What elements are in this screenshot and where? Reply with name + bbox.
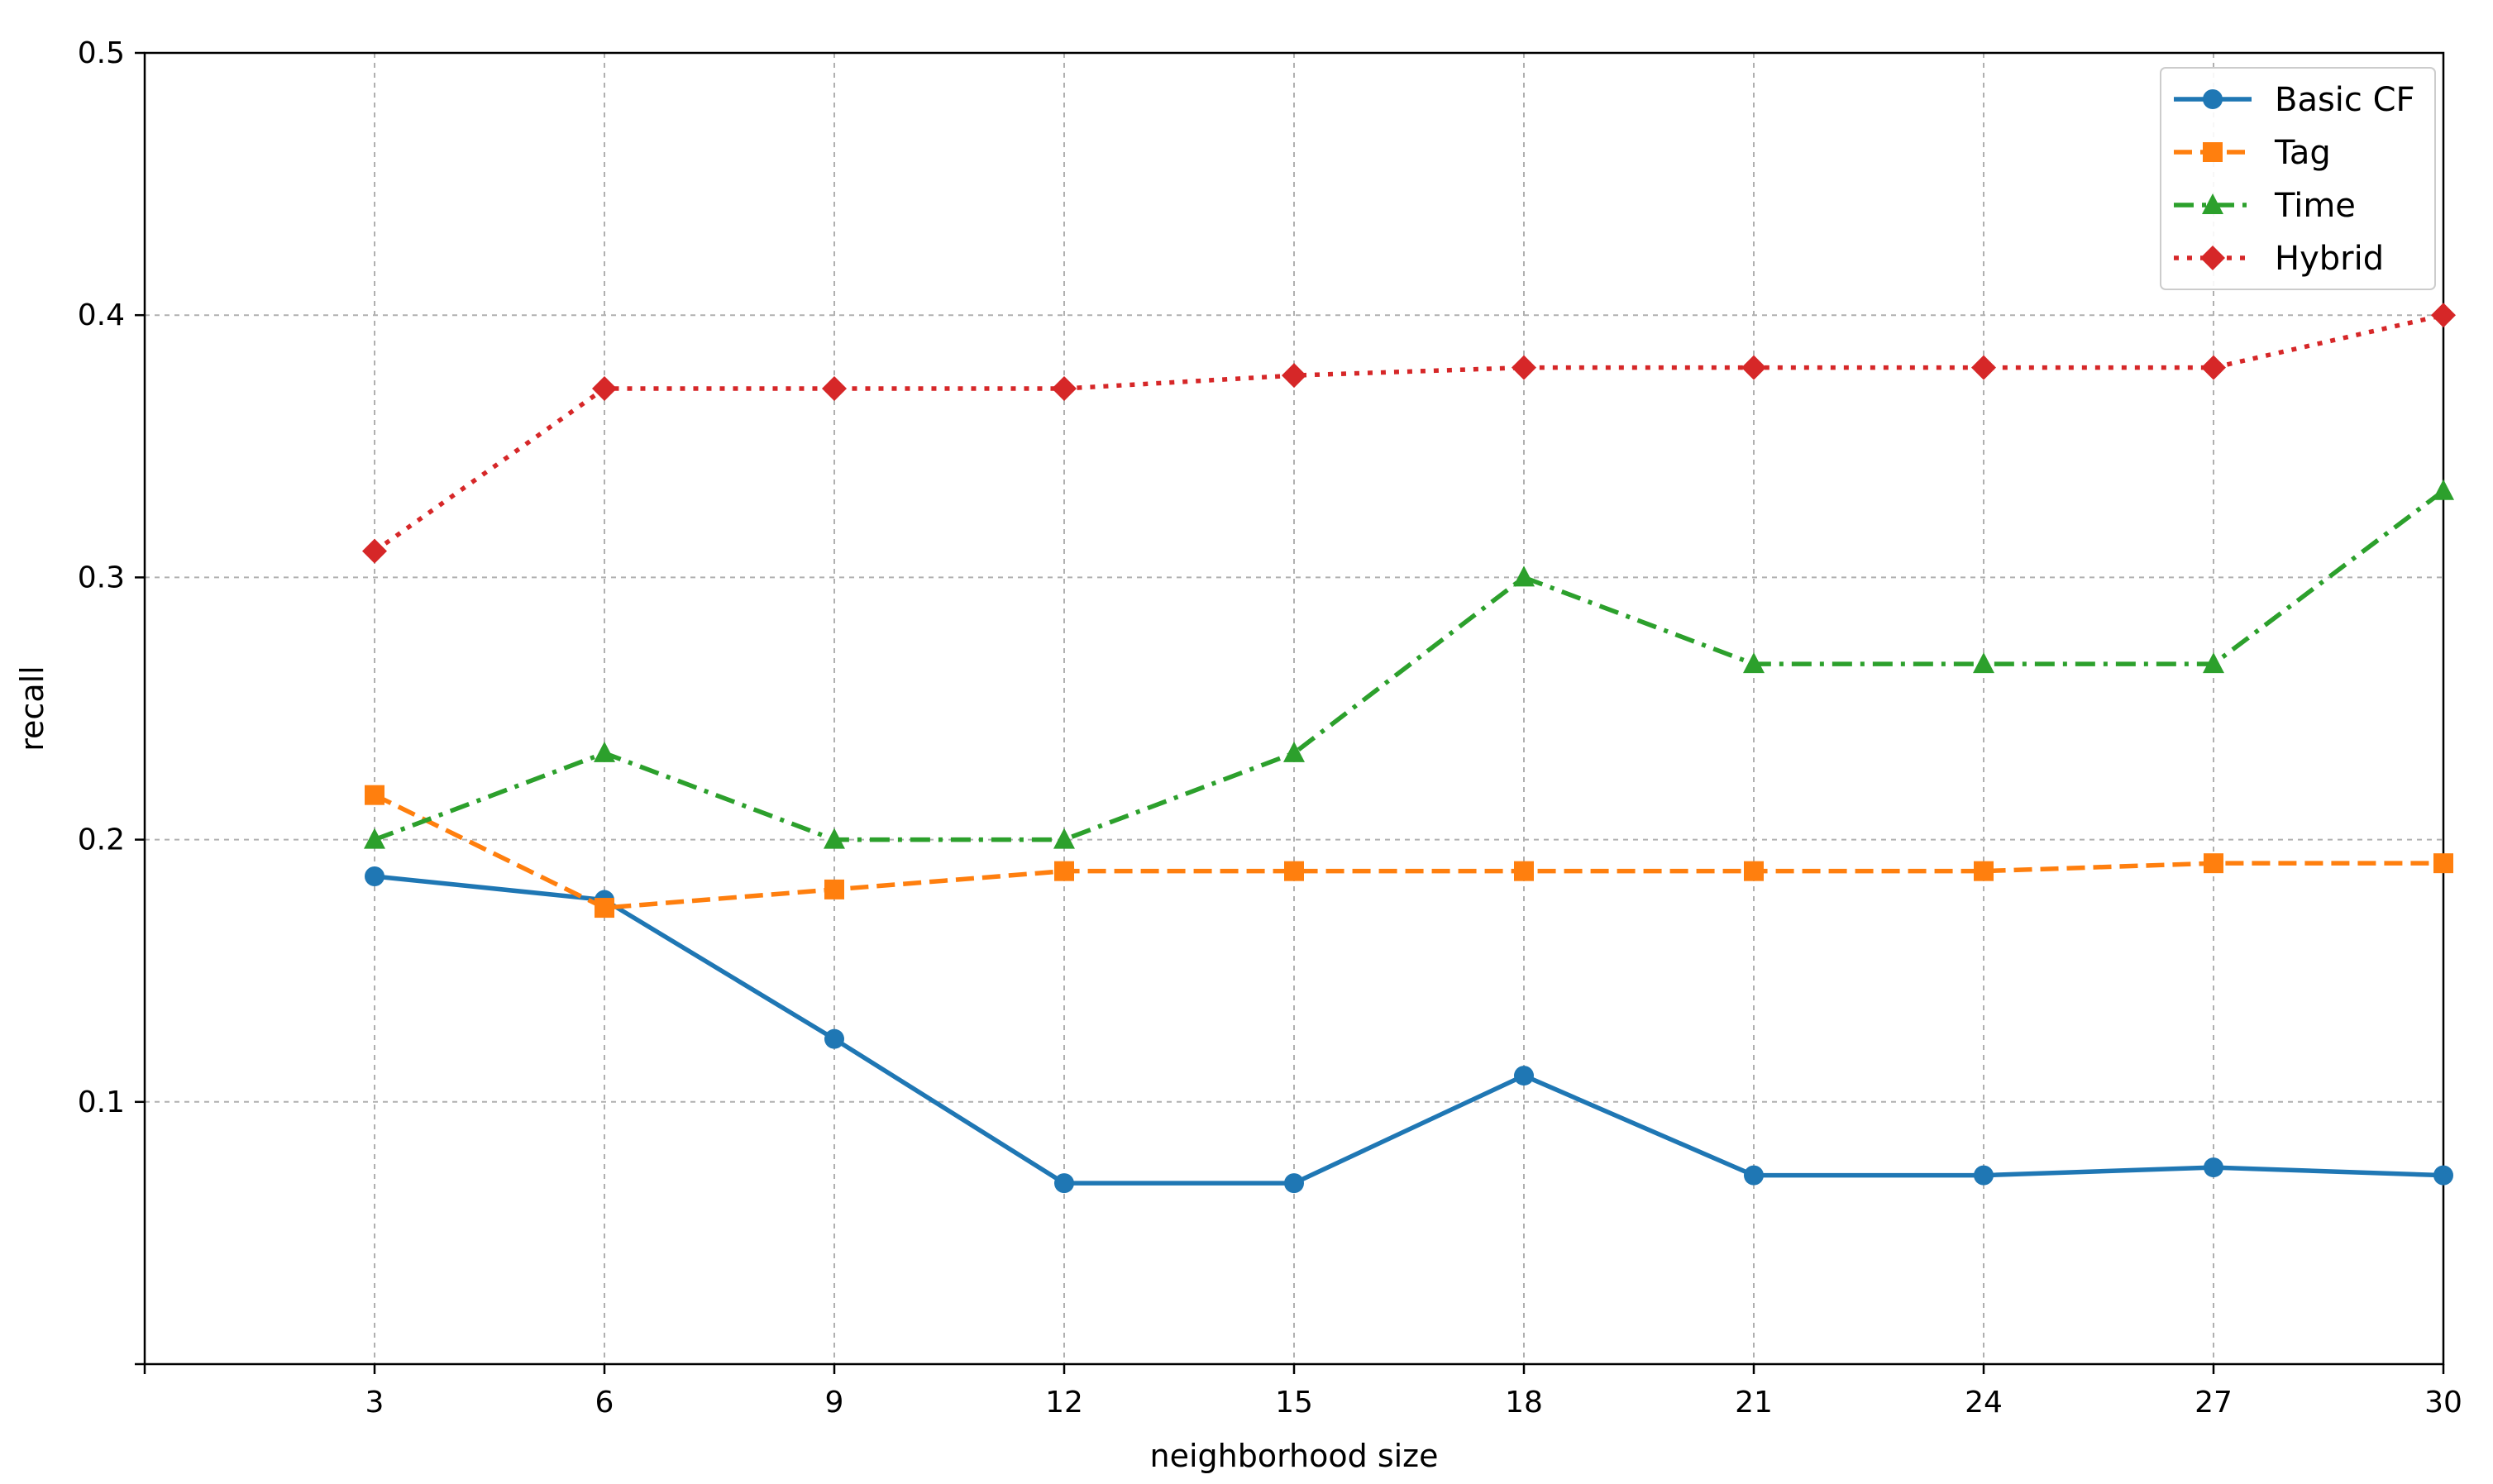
data-point-basic-cf [1054, 1173, 1074, 1194]
legend-marker-time [2202, 193, 2223, 214]
legend: Basic CF Tag Time Hybrid [2160, 67, 2436, 290]
series-tag [365, 785, 2453, 919]
data-point-hybrid [1971, 355, 1996, 380]
x-tick-label: 9 [825, 1386, 844, 1420]
legend-label-time: Time [2274, 187, 2356, 225]
y-tick-label: 0.4 [78, 298, 125, 332]
data-point-basic-cf [2204, 1157, 2223, 1178]
data-point-basic-cf [365, 866, 384, 887]
data-point-tag [824, 879, 844, 899]
data-point-time [2203, 652, 2224, 674]
data-point-basic-cf [824, 1028, 844, 1049]
x-tick-label: 21 [1735, 1386, 1773, 1420]
axes [135, 51, 2445, 1374]
data-point-basic-cf [1514, 1066, 1534, 1086]
legend-box [2160, 67, 2436, 290]
data-point-time [1743, 652, 1765, 674]
data-point-tag [1054, 861, 1074, 881]
data-point-basic-cf [1974, 1165, 1994, 1186]
data-point-basic-cf [2433, 1165, 2453, 1186]
legend-item-time: Time [2174, 187, 2356, 225]
y-tick-label: 0.1 [78, 1086, 125, 1119]
data-point-hybrid [362, 538, 387, 564]
legend-item-basic-cf: Basic CF [2174, 81, 2415, 119]
series-time [364, 479, 2454, 849]
data-point-hybrid [1512, 355, 1536, 380]
legend-item-hybrid: Hybrid [2174, 240, 2384, 278]
data-point-time [2433, 479, 2454, 500]
data-point-time [1513, 565, 1535, 587]
data-point-hybrid [2201, 355, 2226, 380]
data-point-time [1283, 741, 1305, 762]
tick-labels: 3 6 9 12 15 18 21 24 27 30 0.1 0.2 0.3 0.4 0.5 [78, 36, 2462, 1420]
data-point-hybrid [1741, 355, 1766, 380]
legend-marker-tag [2203, 142, 2223, 162]
x-tick-label: 27 [2195, 1386, 2233, 1420]
legend-item-tag: Tag [2174, 134, 2331, 172]
data-point-tag [2433, 853, 2453, 874]
legend-marker-basic-cf [2203, 89, 2223, 109]
data-point-basic-cf [1284, 1173, 1304, 1194]
legend-label-hybrid: Hybrid [2275, 240, 2384, 278]
series [362, 303, 2456, 1194]
data-point-time [594, 741, 615, 762]
data-point-hybrid [592, 376, 617, 402]
series-basic-cf [365, 866, 2453, 1194]
data-point-hybrid [1282, 363, 1306, 389]
data-point-tag [595, 898, 614, 919]
data-point-hybrid [1052, 376, 1077, 402]
x-tick-label: 18 [1505, 1386, 1543, 1420]
legend-label-basic-cf: Basic CF [2275, 81, 2415, 119]
series-line-time [374, 489, 2445, 842]
x-tick-label: 24 [1965, 1386, 2003, 1420]
data-point-tag [1744, 861, 1764, 881]
data-point-time [364, 828, 385, 849]
data-point-hybrid [822, 376, 847, 402]
data-point-time [1973, 652, 1994, 674]
series-line-tag [373, 793, 2443, 910]
x-axis-label: neighborhood size [1149, 1438, 1438, 1474]
x-tick-label: 30 [2424, 1386, 2462, 1420]
x-tick-label: 15 [1275, 1386, 1313, 1420]
data-point-tag [2204, 853, 2223, 874]
series-hybrid [362, 303, 2456, 564]
data-point-basic-cf [1744, 1165, 1764, 1186]
data-point-time [1053, 828, 1075, 849]
y-axis-label: recall [14, 666, 50, 751]
series-line-basic-cf [374, 874, 2444, 1186]
data-point-tag [1514, 861, 1534, 881]
legend-marker-hybrid [2200, 246, 2225, 270]
data-point-tag [1284, 861, 1304, 881]
data-point-time [824, 828, 845, 849]
series-line-hybrid [373, 313, 2444, 553]
legend-label-tag: Tag [2274, 134, 2331, 172]
y-tick-label: 0.2 [78, 823, 125, 857]
y-tick-label: 0.5 [78, 36, 125, 70]
x-tick-label: 12 [1045, 1386, 1083, 1420]
y-tick-label: 0.3 [78, 561, 125, 594]
data-point-tag [1974, 861, 1994, 881]
x-tick-label: 6 [595, 1386, 614, 1420]
data-point-tag [365, 785, 384, 805]
data-point-hybrid [2431, 303, 2456, 328]
x-tick-label: 3 [365, 1386, 384, 1420]
